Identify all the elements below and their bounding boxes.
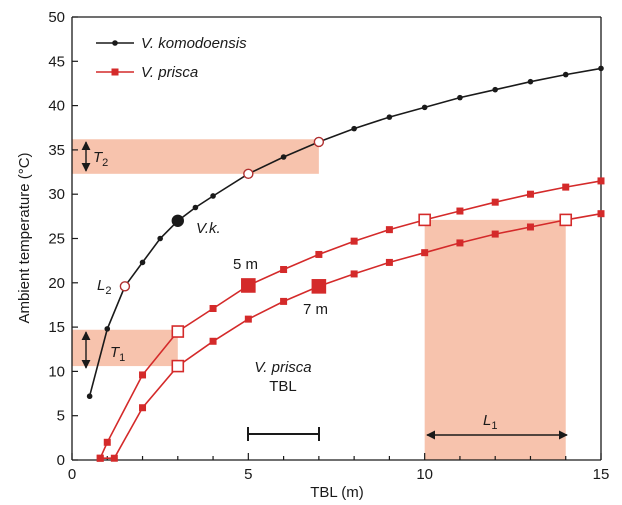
data-point bbox=[192, 204, 199, 211]
data-point bbox=[597, 210, 605, 218]
highlight-open-circle bbox=[243, 168, 254, 180]
l2-label: L2 bbox=[97, 277, 111, 297]
data-point bbox=[562, 71, 569, 78]
x-tick-label: 15 bbox=[593, 466, 610, 483]
y-tick-label: 0 bbox=[57, 452, 65, 469]
data-point bbox=[527, 78, 534, 85]
annotations: T2 T1 L2 L1 V.k. 5 m 7 m V. prisca TBL bbox=[81, 141, 568, 441]
data-point bbox=[86, 393, 93, 400]
highlight-open-square bbox=[171, 325, 185, 338]
axes: 0 5 10 15 0 5 10 15 20 25 30 35 40 45 50 bbox=[48, 9, 609, 483]
data-point bbox=[280, 266, 288, 274]
highlight-open-square bbox=[559, 213, 573, 227]
data-point bbox=[421, 249, 429, 257]
y-axis-title: Ambient temperature (°C) bbox=[16, 152, 33, 323]
y-tick-label: 40 bbox=[48, 98, 65, 115]
data-point bbox=[209, 304, 217, 312]
data-point bbox=[280, 297, 288, 305]
y-tick-label: 10 bbox=[48, 363, 65, 380]
shaded-regions bbox=[72, 139, 566, 460]
highlight-filled-square bbox=[311, 279, 327, 294]
five-m-label: 5 m bbox=[233, 256, 258, 273]
data-point bbox=[350, 270, 358, 278]
data-point bbox=[157, 235, 163, 242]
y-tick-label: 15 bbox=[48, 319, 65, 336]
y-tick-label: 5 bbox=[57, 408, 65, 425]
data-point bbox=[96, 454, 104, 462]
legend-marker-prisca bbox=[111, 68, 119, 76]
shaded-region-t2 bbox=[72, 139, 319, 174]
series-line bbox=[100, 212, 602, 459]
seven-m-label: 7 m bbox=[303, 301, 328, 318]
data-point bbox=[350, 237, 358, 245]
data-point bbox=[139, 404, 147, 412]
x-ticks: 0 5 10 15 bbox=[68, 453, 610, 483]
legend: V. komodoensis V. prisca bbox=[96, 35, 247, 81]
data-point bbox=[103, 438, 111, 446]
data-point bbox=[280, 154, 287, 160]
data-point bbox=[386, 114, 393, 120]
data-point bbox=[421, 104, 428, 111]
series-line bbox=[99, 180, 602, 459]
data-point bbox=[597, 177, 605, 185]
y-ticks: 0 5 10 15 20 25 30 35 40 45 50 bbox=[48, 9, 78, 469]
data-point bbox=[598, 65, 604, 72]
data-point bbox=[385, 258, 393, 266]
l1-label: L1 bbox=[483, 412, 497, 432]
highlight-filled-circle bbox=[171, 214, 185, 227]
data-point bbox=[351, 125, 357, 132]
data-point bbox=[456, 207, 464, 215]
legend-marker-komodoensis bbox=[112, 40, 118, 46]
data-point bbox=[110, 454, 118, 462]
highlight-open-circle bbox=[313, 136, 325, 148]
data-point bbox=[210, 193, 216, 199]
data-point bbox=[526, 190, 534, 198]
data-point bbox=[526, 223, 534, 231]
highlight-open-square bbox=[418, 213, 431, 227]
data-point bbox=[457, 94, 463, 101]
data-point bbox=[139, 371, 147, 379]
prisca-tbl-subtitle: TBL bbox=[269, 378, 297, 395]
x-axis-title: TBL (m) bbox=[310, 484, 364, 501]
t1-label: T1 bbox=[110, 344, 125, 364]
x-tick-label: 5 bbox=[244, 466, 252, 483]
y-tick-label: 45 bbox=[48, 53, 65, 70]
data-point bbox=[315, 250, 323, 258]
x-tick-label: 10 bbox=[416, 466, 433, 483]
data-point bbox=[492, 86, 499, 93]
y-tick-label: 50 bbox=[48, 9, 65, 26]
legend-label-komodoensis: V. komodoensis bbox=[141, 35, 247, 52]
data-point bbox=[491, 198, 499, 206]
data-point bbox=[562, 183, 570, 191]
y-tick-label: 35 bbox=[48, 142, 65, 159]
data-point bbox=[209, 337, 217, 345]
x-tick-label: 0 bbox=[68, 466, 76, 483]
y-tick-label: 25 bbox=[48, 231, 65, 248]
data-point bbox=[491, 230, 499, 238]
highlight-open-square bbox=[171, 359, 185, 373]
legend-label-prisca: V. prisca bbox=[141, 64, 198, 81]
highlight-layer bbox=[119, 136, 573, 373]
data-point bbox=[456, 239, 464, 247]
data-point bbox=[139, 259, 146, 266]
prisca-tbl-title: V. prisca bbox=[254, 359, 311, 376]
y-tick-label: 30 bbox=[48, 186, 65, 203]
y-tick-label: 20 bbox=[48, 275, 65, 292]
highlight-open-circle bbox=[119, 281, 131, 292]
shaded-region-l1 bbox=[424, 219, 566, 460]
data-point bbox=[385, 226, 393, 234]
data-point bbox=[244, 315, 252, 323]
vk-label: V.k. bbox=[196, 220, 221, 237]
highlight-filled-square bbox=[241, 278, 256, 293]
data-point bbox=[104, 326, 111, 332]
t2-label: T2 bbox=[93, 149, 108, 169]
